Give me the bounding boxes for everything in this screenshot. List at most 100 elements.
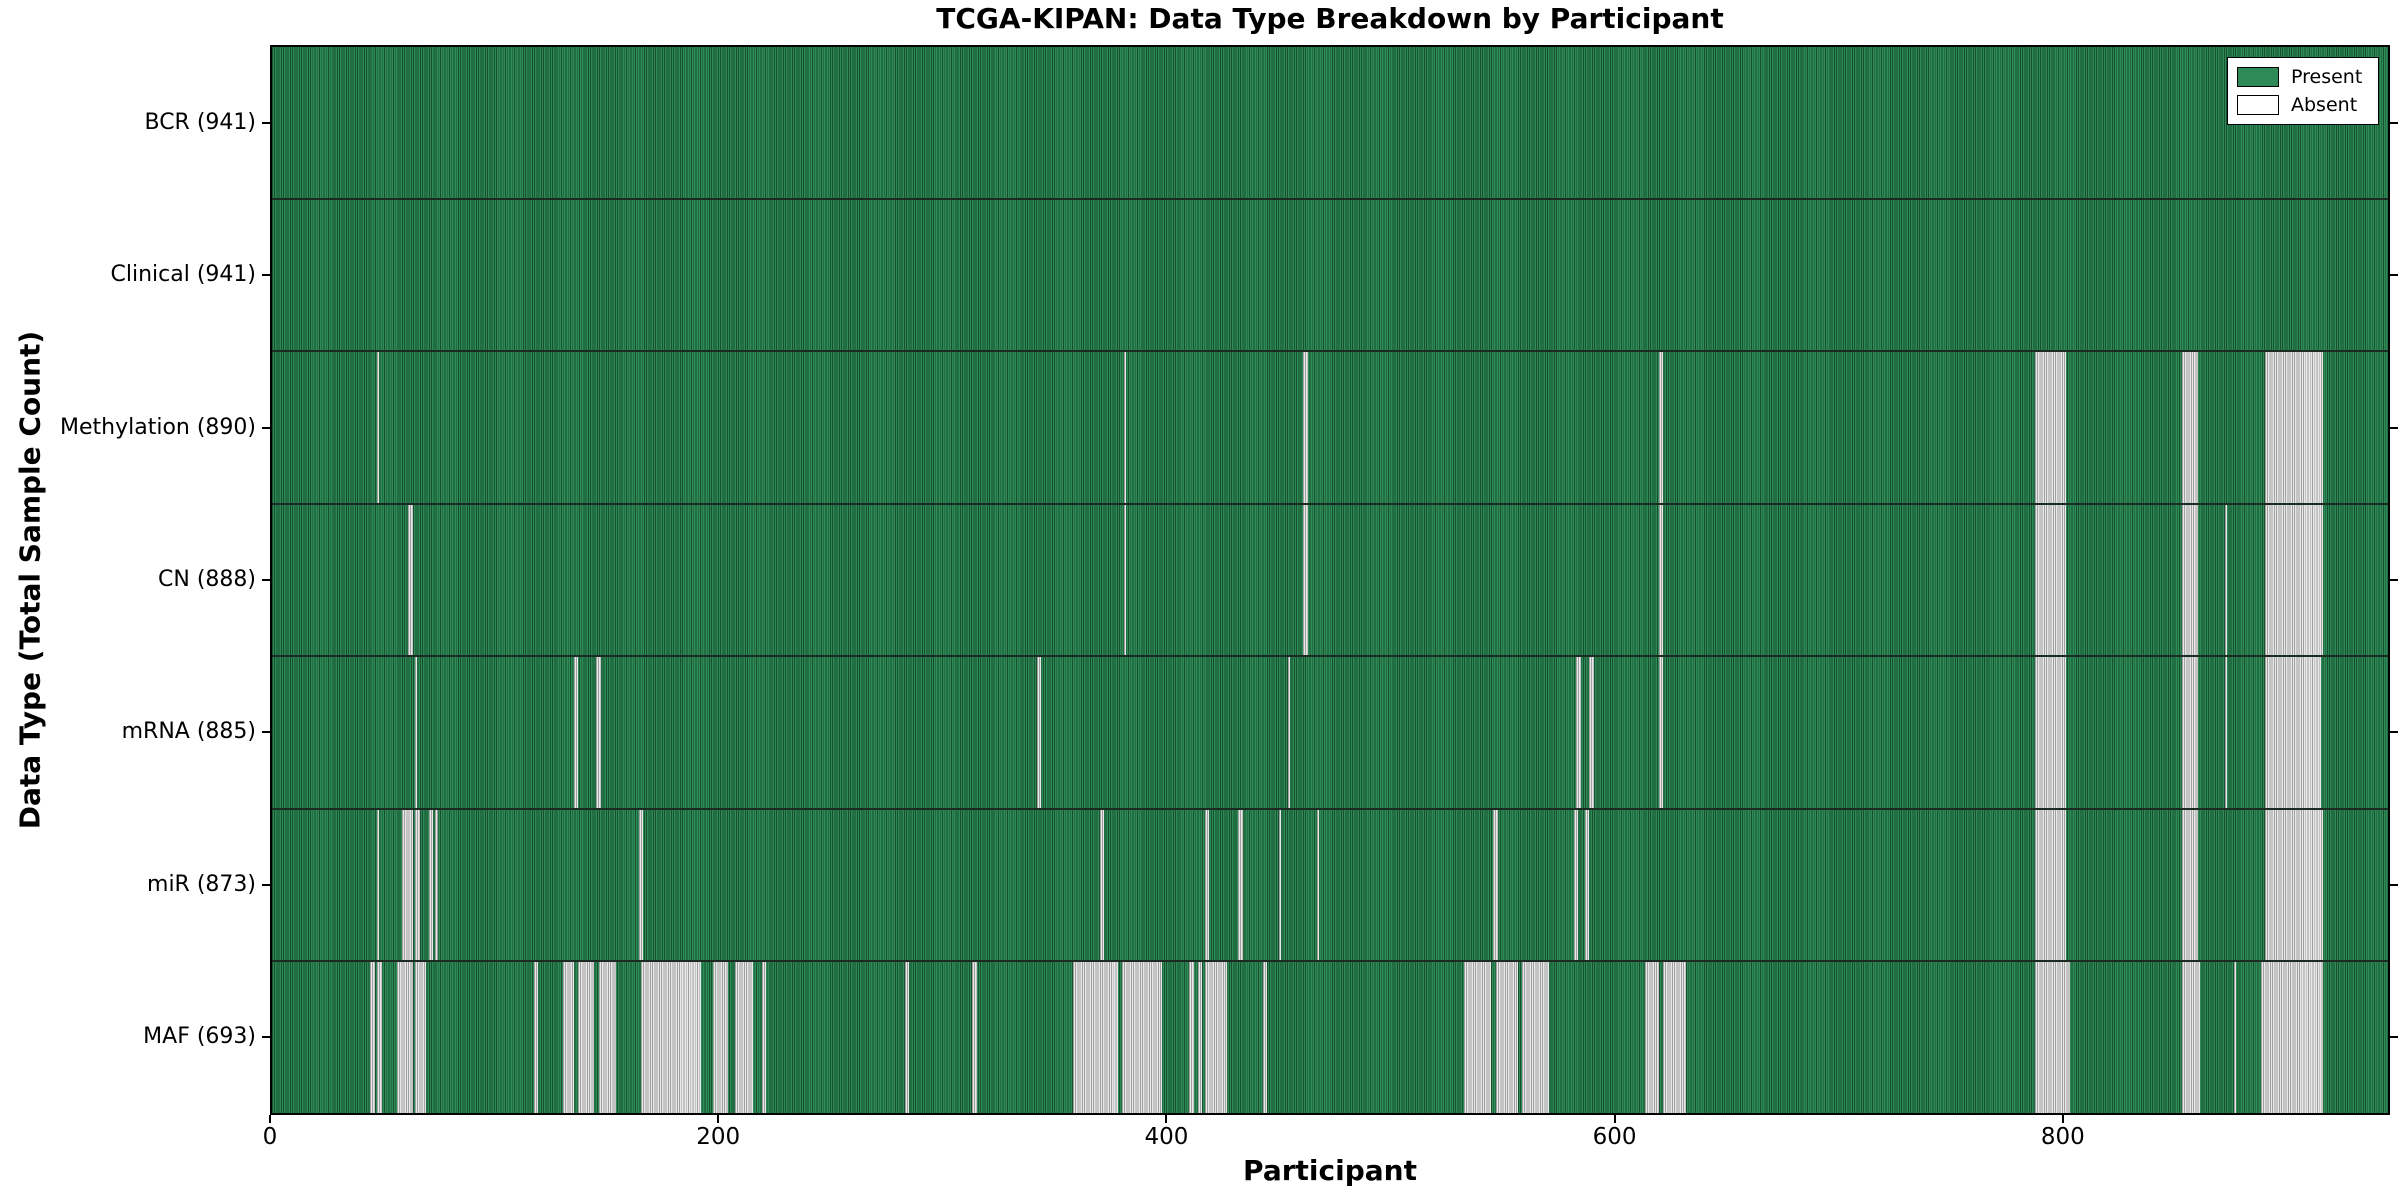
absent-block-mRNA [1576, 657, 1581, 808]
absent-block-mRNA [1658, 657, 1664, 808]
absent-block-MAF [1663, 962, 1686, 1114]
absent-block-mRNA [415, 657, 418, 808]
row-MAF [272, 960, 2388, 1114]
absent-block-MAF [2182, 962, 2201, 1114]
row-BCR [272, 47, 2388, 198]
absent-block-CN [408, 504, 413, 656]
absent-block-mRNA [573, 657, 579, 808]
plot-area [270, 45, 2390, 1115]
y-tick-mark-right-MAF [2390, 1035, 2398, 1038]
absent-block-MAF [2233, 962, 2236, 1114]
y-tick-mark-left-Methylation [262, 426, 270, 429]
y-tick-mark-right-miR [2390, 883, 2398, 886]
absent-block-miR [2182, 809, 2198, 961]
absent-block-CN [2264, 504, 2324, 656]
x-tick-mark-400 [1165, 1115, 1168, 1123]
absent-block-Methylation [1303, 352, 1308, 503]
row-CN [272, 502, 2388, 656]
y-tick-label-CN: CN (888) [158, 567, 256, 592]
x-tick-mark-0 [269, 1115, 271, 1123]
absent-block-MAF [735, 962, 753, 1114]
absent-block-Methylation [1124, 352, 1127, 503]
y-tick-mark-left-mRNA [262, 731, 270, 734]
absent-block-miR [1493, 809, 1498, 961]
absent-block-Methylation [2264, 352, 2324, 503]
absent-block-miR [435, 809, 438, 961]
y-tick-label-Clinical: Clinical (941) [110, 262, 256, 288]
absent-block-CN [1124, 504, 1127, 656]
y-tick-mark-left-MAF [262, 1035, 270, 1038]
absent-block-MAF [377, 962, 382, 1114]
x-tick-label-200: 200 [696, 1124, 741, 1150]
x-tick-label-600: 600 [1592, 1124, 1637, 1150]
absent-block-miR [401, 809, 413, 961]
y-tick-mark-right-CN [2390, 579, 2398, 581]
absent-block-miR [1278, 809, 1281, 961]
x-tick-label-800: 800 [2040, 1124, 2085, 1150]
absent-block-mRNA [2264, 657, 2321, 808]
absent-block-miR [1573, 809, 1579, 961]
y-tick-mark-right-BCR [2390, 122, 2398, 125]
absent-block-Methylation [377, 352, 380, 503]
x-tick-mark-200 [717, 1115, 720, 1123]
present-swatch [2237, 67, 2279, 87]
absent-block-MAF [2034, 962, 2071, 1114]
absent-block-miR [1204, 809, 1210, 961]
absent-block-MAF [1645, 962, 1659, 1114]
absent-block-mRNA [1589, 657, 1594, 808]
y-tick-mark-left-BCR [262, 122, 270, 125]
absent-block-MAF [1189, 962, 1194, 1114]
absent-block-miR [1584, 809, 1590, 961]
legend-label-present: Present [2291, 66, 2363, 88]
absent-block-MAF [533, 962, 539, 1114]
absent-block-mRNA [2182, 657, 2198, 808]
absent-block-CN [1303, 504, 1308, 656]
absent-block-miR [415, 809, 420, 961]
absent-block-MAF [641, 962, 702, 1114]
absent-block-MAF [1262, 962, 1268, 1114]
absent-block-MAF [415, 962, 427, 1114]
absent-block-mRNA [1287, 657, 1290, 808]
y-tick-label-miR: miR (873) [147, 871, 256, 897]
absent-block-CN [2182, 504, 2198, 656]
absent-block-MAF [712, 962, 729, 1114]
absent-block-miR [2034, 809, 2066, 961]
legend-entry-present: Present [2237, 66, 2369, 88]
absent-block-MAF [1121, 962, 1163, 1114]
y-tick-mark-right-Clinical [2390, 274, 2398, 277]
y-tick-mark-left-Clinical [262, 274, 270, 277]
y-tick-label-BCR: BCR (941) [144, 110, 256, 136]
legend: Present Absent [2227, 57, 2379, 125]
absent-block-MAF [1522, 962, 1550, 1114]
absent-block-miR [2264, 809, 2324, 961]
absent-block-MAF [1198, 962, 1203, 1114]
y-tick-mark-right-Methylation [2390, 426, 2398, 429]
absent-block-MAF [562, 962, 574, 1114]
absent-block-MAF [578, 962, 595, 1114]
absent-block-MAF [1072, 962, 1118, 1114]
legend-label-absent: Absent [2291, 94, 2358, 116]
absent-block-Methylation [2034, 352, 2066, 503]
y-tick-mark-left-CN [262, 579, 270, 581]
x-tick-label-0: 0 [262, 1124, 278, 1150]
absent-block-mRNA [2224, 657, 2227, 808]
absent-block-MAF [2260, 962, 2324, 1114]
x-tick-mark-800 [2061, 1115, 2064, 1123]
absent-block-miR [1238, 809, 1243, 961]
y-tick-mark-left-miR [262, 883, 270, 886]
row-mRNA [272, 655, 2388, 808]
absent-block-mRNA [2034, 657, 2066, 808]
absent-block-mRNA [1036, 657, 1042, 808]
x-axis-label: Participant [1243, 1154, 1417, 1187]
absent-block-mRNA [596, 657, 601, 808]
absent-block-miR [1316, 809, 1319, 961]
absent-block-MAF [761, 962, 767, 1114]
absent-block-MAF [972, 962, 977, 1114]
absent-block-MAF [1464, 962, 1492, 1114]
y-tick-mark-right-mRNA [2390, 731, 2398, 734]
chart-title: TCGA-KIPAN: Data Type Breakdown by Parti… [936, 2, 1724, 35]
absent-block-MAF [1204, 962, 1228, 1114]
absent-block-MAF [397, 962, 413, 1114]
absent-block-miR [1099, 809, 1105, 961]
